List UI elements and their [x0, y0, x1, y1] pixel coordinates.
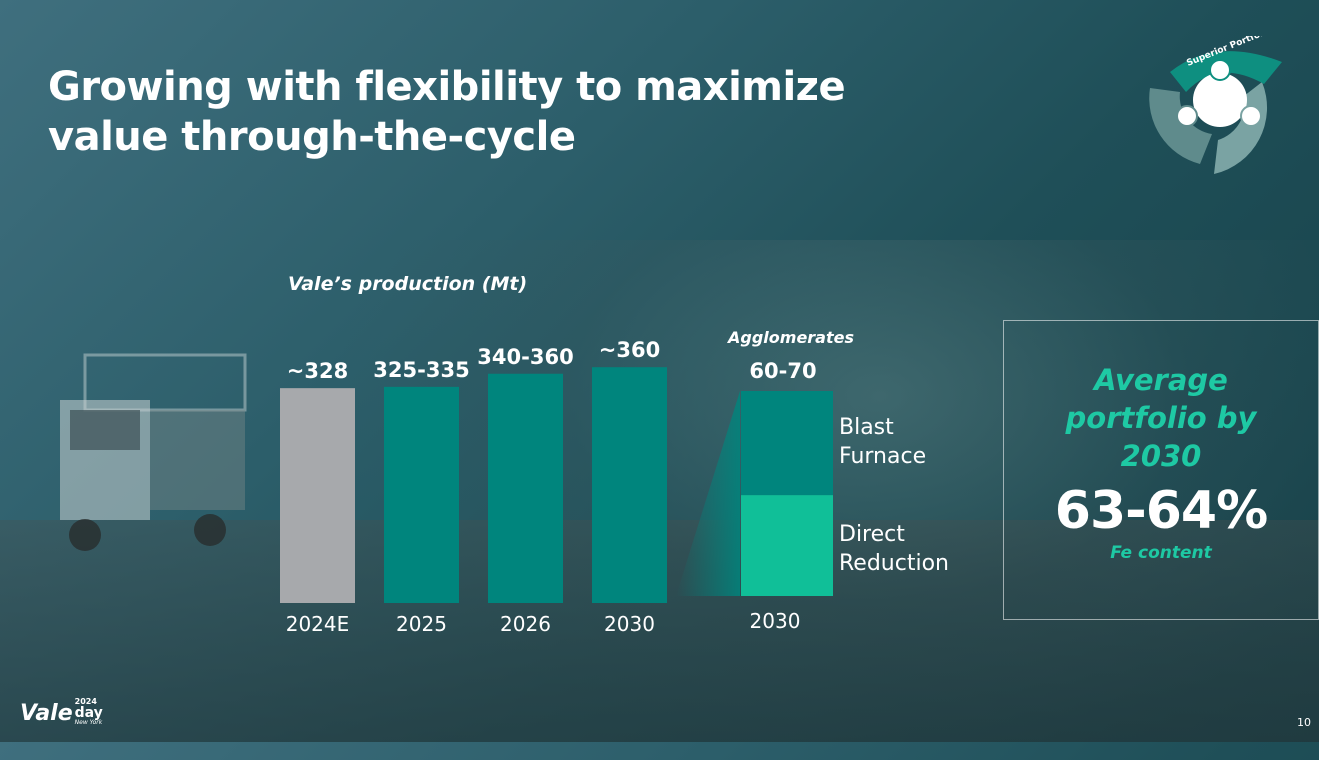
- vale-day-logo: Vale 2024 day New York: [20, 698, 103, 727]
- x-tick-2025: 2025: [396, 612, 447, 636]
- agglomerates-value-label: 60-70: [749, 359, 816, 383]
- bar-2025: [384, 386, 459, 603]
- x-tick-2026: 2026: [500, 612, 551, 636]
- panel-heading-line1: Average: [1094, 363, 1228, 397]
- fe-content-label: Fe content: [1110, 543, 1212, 563]
- bar-2030: [592, 367, 667, 603]
- panel-heading-line3: 2030: [1120, 439, 1202, 473]
- panel-heading: Average portfolio by 2030: [1004, 361, 1318, 475]
- portfolio-panel: Average portfolio by 2030 63-64% Fe cont…: [1003, 320, 1319, 620]
- slide-title-line1: Growing with flexibility to maximize: [48, 64, 846, 110]
- agglomerates-title: Agglomerates: [728, 328, 854, 347]
- fe-content-value: 63-64%: [1054, 481, 1268, 541]
- bar-value-label-2030: ~360: [599, 338, 660, 362]
- direct-reduction-label-line2: Reduction: [839, 551, 949, 576]
- blast-furnace-label-line1: Blast: [839, 415, 894, 440]
- superior-portfolio-badge: Superior Portfolio: [1149, 36, 1282, 174]
- logo-year: 2024: [74, 697, 97, 706]
- factory-icon: [1240, 105, 1262, 127]
- blast-furnace-label-line2: Furnace: [839, 444, 927, 469]
- agglomerates-segment-blast-furnace: [741, 391, 833, 496]
- blast-furnace-label: Blast Furnace: [839, 413, 979, 471]
- badge-ring-right: [1214, 82, 1268, 174]
- bar-value-label-2025: 325-335: [373, 358, 469, 382]
- badge-center-circle: [1193, 73, 1247, 127]
- mine-icon: [1176, 105, 1198, 127]
- logo-day: day: [74, 705, 103, 721]
- badge-ring-left: [1149, 88, 1212, 164]
- production-chart: ~3282024E325-3352025340-3602026~3602030 …: [280, 338, 833, 636]
- bar-2024E: [280, 388, 355, 603]
- page-number: 10: [1297, 716, 1311, 729]
- logo-brand: Vale: [20, 701, 73, 726]
- agglomerates-x-tick: 2030: [750, 609, 801, 633]
- panel-heading-line2: portfolio by: [1065, 401, 1257, 435]
- bar-value-label-2026: 340-360: [477, 345, 573, 369]
- agglomerates-segment-direct-reduction: [741, 495, 833, 596]
- chart-title: Vale’s production (Mt): [288, 273, 528, 295]
- direct-reduction-label-line1: Direct: [839, 522, 905, 547]
- x-tick-2030: 2030: [604, 612, 655, 636]
- agglomerates-connector: [676, 391, 740, 596]
- logo-stack: 2024 day New York: [75, 698, 103, 726]
- bar-value-label-2024E: ~328: [287, 359, 348, 383]
- x-tick-2024E: 2024E: [286, 612, 350, 636]
- bar-2026: [488, 373, 563, 603]
- ship-icon: [1209, 59, 1231, 81]
- logo-city: New York: [74, 719, 103, 726]
- direct-reduction-label: Direct Reduction: [839, 520, 979, 578]
- slide-title-line2: value through-the-cycle: [48, 114, 576, 160]
- slide-title: Growing with flexibility to maximize val…: [48, 62, 948, 162]
